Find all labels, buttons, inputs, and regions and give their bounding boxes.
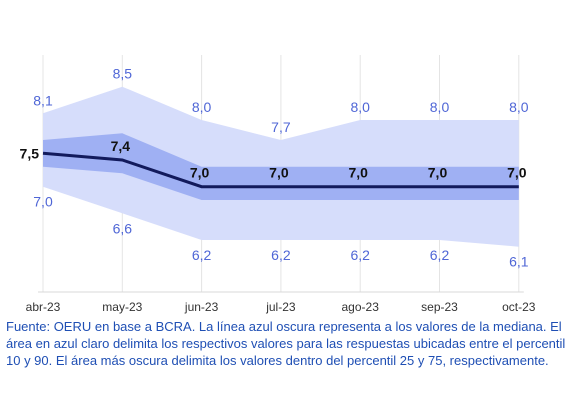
median-value-label: 7,0 [428, 165, 448, 181]
x-tick-label: sep-23 [421, 300, 458, 314]
p90-value-label: 8,0 [350, 99, 370, 115]
p90-value-label: 8,1 [33, 92, 53, 108]
p25-p75-band [43, 133, 519, 200]
p90-value-label: 8,0 [192, 99, 212, 115]
p90-value-label: 8,5 [113, 66, 133, 82]
x-tick-label: oct-23 [502, 300, 536, 314]
p90-value-label: 8,0 [509, 99, 529, 115]
p10-value-labels: 7,0 6,6 6,2 6,2 6,2 6,2 6,1 [33, 194, 528, 270]
median-value-label: 7,0 [507, 165, 527, 181]
p10-value-label: 6,1 [509, 254, 529, 270]
p10-value-label: 7,0 [33, 194, 53, 210]
inflation-expectations-chart: abr-23 may-23 jun-23 jul-23 ago-23 sep-23 oct-… [20, 55, 536, 314]
median-value-label: 7,0 [348, 165, 368, 181]
p90-value-label: 8,0 [430, 99, 450, 115]
p10-value-label: 6,2 [350, 247, 370, 263]
median-value-label: 7,0 [269, 165, 289, 181]
x-axis-ticks: abr-23 may-23 jun-23 jul-23 ago-23 sep-23 oct-… [26, 300, 536, 314]
source-note: Fuente: OERU en base a BCRA. La línea az… [6, 319, 566, 368]
p10-value-label: 6,6 [113, 220, 133, 236]
x-tick-label: may-23 [102, 300, 142, 314]
median-value-label: 7,0 [190, 165, 210, 181]
x-tick-label: ago-23 [342, 300, 380, 314]
x-tick-label: abr-23 [26, 300, 61, 314]
p90-value-labels: 8,1 8,5 8,0 7,7 8,0 8,0 8,0 [33, 66, 528, 135]
median-value-label: 7,5 [20, 145, 40, 161]
x-tick-label: jul-23 [265, 300, 296, 314]
median-value-label: 7,4 [111, 138, 131, 154]
median-value-labels: 7,5 7,4 7,0 7,0 7,0 7,0 7,0 [20, 138, 527, 181]
p90-value-label: 7,7 [271, 119, 291, 135]
p10-value-label: 6,2 [271, 247, 291, 263]
median-line [42, 151, 519, 189]
p10-value-label: 6,2 [430, 247, 450, 263]
x-tick-label: jun-23 [184, 300, 219, 314]
p10-value-label: 6,2 [192, 247, 212, 263]
